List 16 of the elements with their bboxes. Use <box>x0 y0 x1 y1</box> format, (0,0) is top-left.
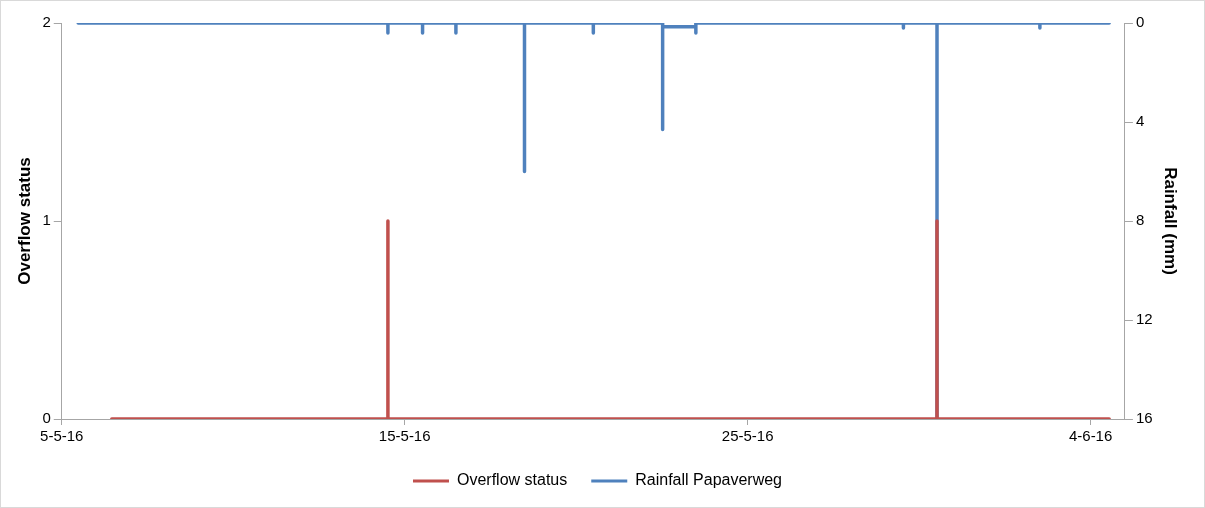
y2-tick-label: 0 <box>1135 13 1145 31</box>
x-tick-label: 25-5-16 <box>721 427 774 445</box>
y2-tick-label: 12 <box>1135 310 1153 328</box>
y2-tick-label: 16 <box>1135 409 1153 427</box>
y-tick-label: 1 <box>42 211 51 229</box>
legend-label: Overflow status <box>457 471 568 489</box>
y2-tick-label: 8 <box>1135 211 1145 229</box>
y-tick-label: 0 <box>42 409 51 427</box>
y-tick-label: 2 <box>42 13 51 31</box>
x-tick-label: 15-5-16 <box>378 427 431 445</box>
legend-label: Rainfall Papaverweg <box>635 471 782 489</box>
x-tick-label: 5-5-16 <box>40 427 84 445</box>
y2-axis-title: Rainfall (mm) <box>1161 167 1181 275</box>
y-axis-title: Overflow status <box>14 157 34 285</box>
y2-tick-label: 4 <box>1135 112 1145 130</box>
x-tick-label: 4-6-16 <box>1068 427 1113 445</box>
